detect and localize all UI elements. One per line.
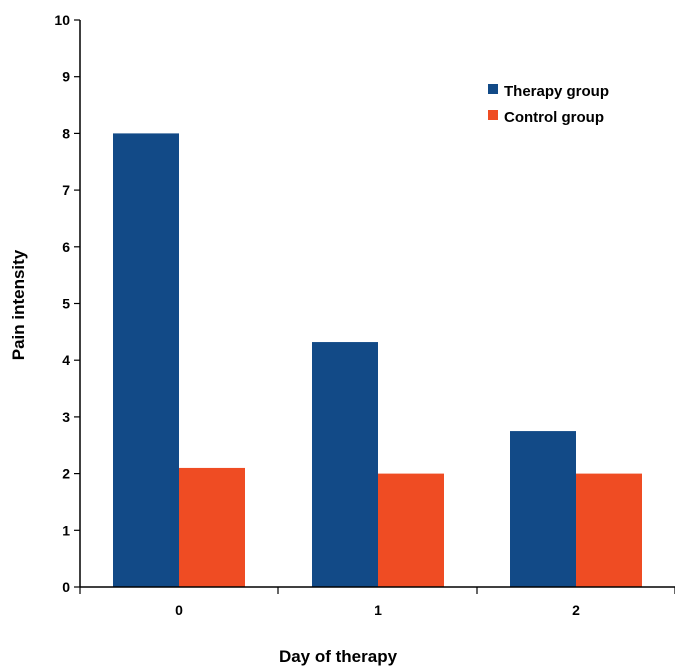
legend: Therapy group Control group [488,83,609,126]
legend-swatch-therapy-group [488,84,498,94]
y-tick-label: 9 [62,69,70,85]
x-axis-ticks: 0 1 2 [79,587,675,618]
bar-control-group-day-2 [576,473,642,587]
x-tick-label: 0 [175,602,183,618]
legend-swatch-control-group [488,110,498,120]
y-tick-label: 1 [62,522,70,538]
y-tick-label: 6 [62,239,70,255]
y-tick-label: 2 [62,466,70,482]
y-tick-label: 10 [54,12,70,28]
y-tick-label: 8 [62,125,70,141]
bar-therapy-group-day-2 [510,431,576,587]
y-axis-title: Pain intensity [9,249,28,360]
y-tick-label: 3 [62,409,70,425]
bar-therapy-group-day-1 [312,342,378,587]
y-tick-label: 7 [62,182,70,198]
axes [79,20,675,588]
bars [113,133,642,587]
y-tick-label: 0 [62,579,70,595]
x-tick-label: 1 [374,602,382,618]
legend-label-therapy-group: Therapy group [504,83,609,100]
legend-label-control-group: Control group [504,109,604,126]
x-axis-title: Day of therapy [279,647,398,666]
bar-control-group-day-0 [179,467,245,587]
y-tick-label: 5 [62,296,70,312]
bar-therapy-group-day-0 [113,133,179,587]
bar-control-group-day-1 [378,473,444,587]
x-tick-label: 2 [572,602,580,618]
y-axis-ticks: 0 1 2 3 4 5 6 7 8 9 10 [54,12,80,595]
y-tick-label: 4 [62,352,70,368]
